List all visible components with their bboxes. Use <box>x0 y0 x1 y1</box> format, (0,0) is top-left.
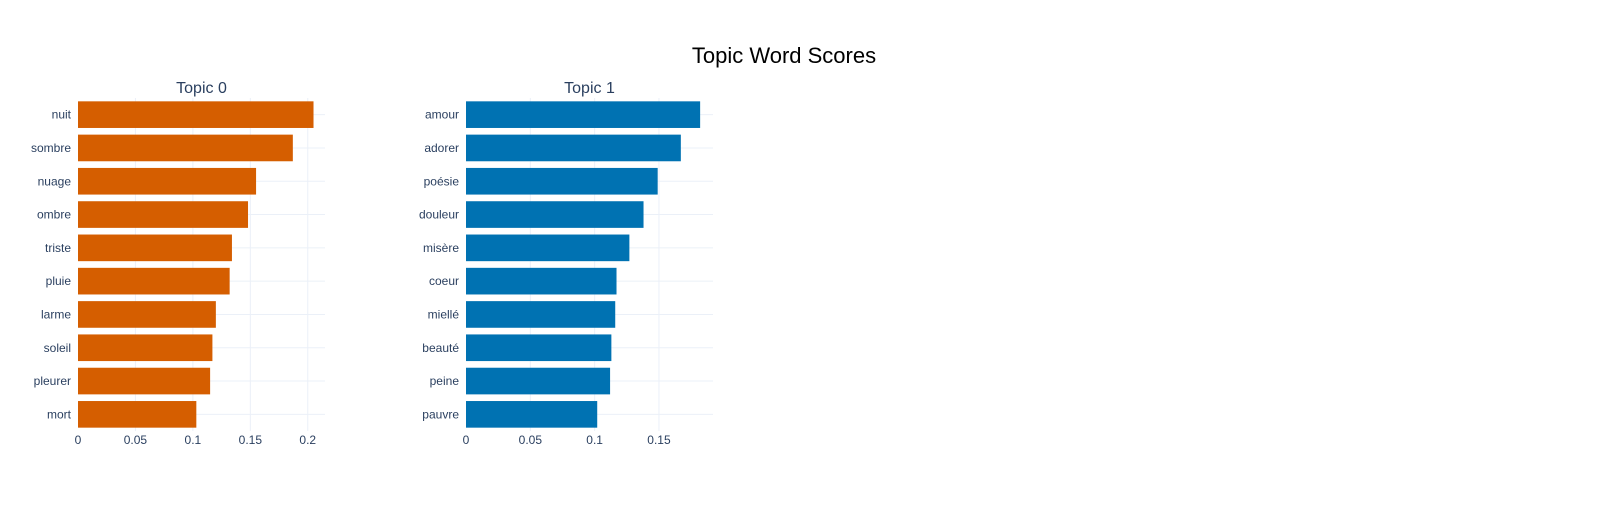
y-tick-label: mort <box>47 407 72 421</box>
bar-nuit <box>78 101 314 128</box>
y-tick-label: larme <box>41 307 71 321</box>
y-tick-label: coeur <box>429 274 459 288</box>
y-tick-label: amour <box>425 108 459 122</box>
x-tick-label: 0 <box>75 433 82 447</box>
y-tick-label: pluie <box>46 274 72 288</box>
chart-title: Topic Word Scores <box>691 43 877 68</box>
y-tick-label: poésie <box>424 174 460 188</box>
subplot-title: Topic 0 <box>176 80 227 97</box>
bar-soleil <box>78 334 213 362</box>
bar-misère <box>466 234 630 262</box>
y-tick-label: peine <box>430 374 460 388</box>
bar-sombre <box>78 134 293 162</box>
y-tick-label: miellé <box>428 307 460 321</box>
x-tick-label: 0.15 <box>647 433 671 447</box>
x-tick-label: 0 <box>463 433 470 447</box>
y-tick-label: sombre <box>31 141 71 155</box>
bar-poésie <box>466 167 658 195</box>
y-tick-label: douleur <box>419 208 459 222</box>
x-tick-label: 0.1 <box>185 433 202 447</box>
bar-larme <box>78 301 216 328</box>
bar-triste <box>78 234 232 262</box>
y-tick-label: triste <box>45 241 71 255</box>
subplot-topic-0: nuit sombre nuage ombre triste pluie larme sole… <box>31 80 325 447</box>
bar-mort <box>78 401 197 428</box>
y-tick-label: adorer <box>424 141 459 155</box>
y-tick-label: pauvre <box>422 407 459 421</box>
bar-adorer <box>466 134 681 162</box>
x-tick-label: 0.05 <box>519 433 543 447</box>
y-tick-label: misère <box>423 241 459 255</box>
bar-nuage <box>78 167 257 195</box>
bar-pluie <box>78 267 230 295</box>
y-tick-label: beauté <box>422 341 459 355</box>
subplot-topic-1: amour adorer poésie douleur misère coeur miell… <box>419 80 713 447</box>
bar-beauté <box>466 334 612 362</box>
y-tick-label: soleil <box>44 341 71 355</box>
y-tick-label: pleurer <box>34 374 71 388</box>
bar-pleurer <box>78 367 211 395</box>
bar-amour <box>466 101 701 128</box>
bar-pauvre <box>466 401 598 428</box>
bar-peine <box>466 367 611 395</box>
x-tick-label: 0.05 <box>124 433 148 447</box>
bar-coeur <box>466 267 617 295</box>
y-tick-label: nuit <box>52 108 72 122</box>
bar-miellé <box>466 301 616 328</box>
x-tick-label: 0.15 <box>239 433 263 447</box>
bar-douleur <box>466 201 644 228</box>
bar-ombre <box>78 201 249 228</box>
y-tick-label: ombre <box>37 208 71 222</box>
x-tick-label: 0.2 <box>299 433 316 447</box>
subplot-title: Topic 1 <box>564 80 615 97</box>
x-tick-label: 0.1 <box>586 433 603 447</box>
y-tick-label: nuage <box>38 174 72 188</box>
